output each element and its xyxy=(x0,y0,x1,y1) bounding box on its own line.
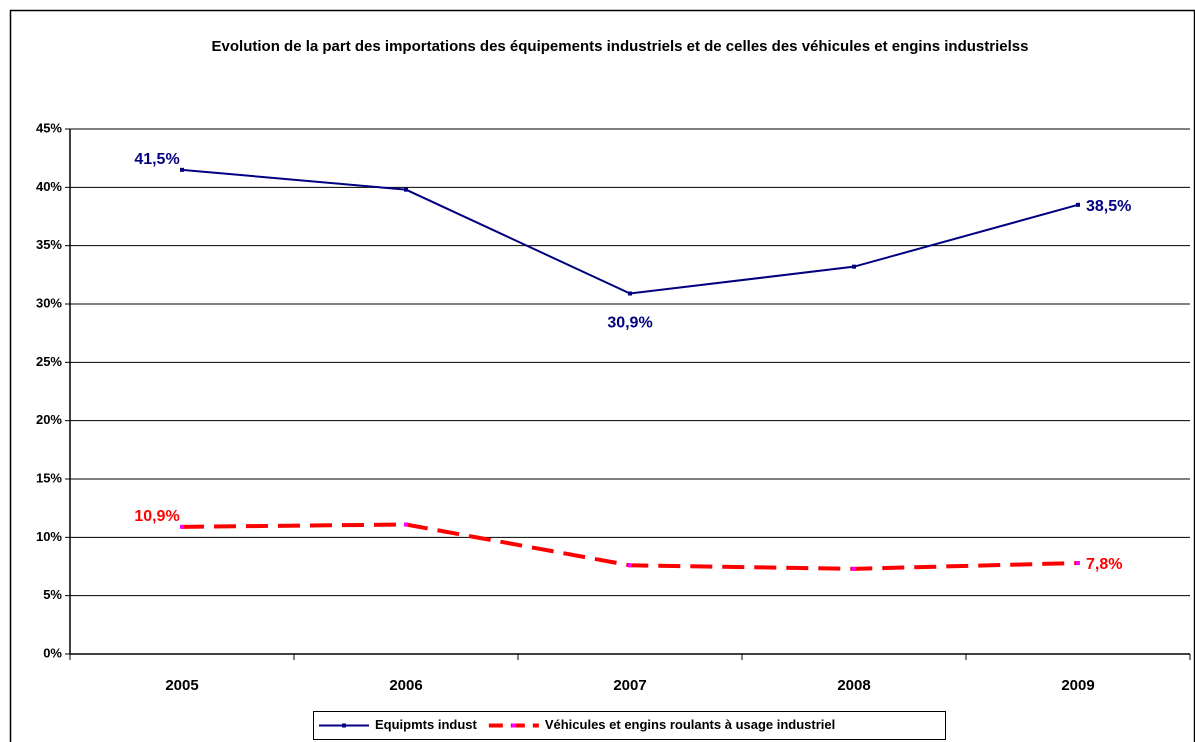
point-marker xyxy=(180,167,184,172)
point-marker xyxy=(1076,202,1080,207)
point-marker xyxy=(404,187,408,192)
y-tick-label: 15% xyxy=(36,470,62,485)
y-tick-label: 0% xyxy=(43,645,62,660)
point-marker xyxy=(628,563,632,568)
legend-label: Equipmts indust xyxy=(375,717,478,732)
point-marker xyxy=(628,291,632,296)
y-tick-label: 20% xyxy=(36,412,62,427)
legend-box xyxy=(313,711,946,740)
legend-marker xyxy=(511,723,516,728)
y-tick-label: 10% xyxy=(36,529,62,544)
data-label: 7,8% xyxy=(1086,556,1122,573)
point-marker xyxy=(1076,561,1080,565)
chart-title: Evolution de la part des importations de… xyxy=(211,38,1029,55)
point-marker xyxy=(852,566,856,571)
y-tick-label: 40% xyxy=(36,179,62,194)
y-tick-label: 5% xyxy=(43,587,62,602)
y-tick-label: 35% xyxy=(36,237,62,252)
data-label: 10,9% xyxy=(134,508,179,525)
y-tick-label: 45% xyxy=(36,120,62,135)
x-tick-label: 2006 xyxy=(389,677,422,694)
data-label: 30,9% xyxy=(607,315,652,332)
x-tick-label: 2008 xyxy=(837,677,870,694)
chart-frame xyxy=(9,9,1195,742)
data-label: 41,5% xyxy=(134,151,179,168)
series-line xyxy=(181,522,1079,571)
x-tick-label: 2005 xyxy=(165,677,198,694)
x-tick-label: 2007 xyxy=(613,677,646,694)
series-line xyxy=(181,168,1079,295)
data-label: 38,5% xyxy=(1086,198,1131,215)
y-tick-label: 30% xyxy=(36,295,62,310)
point-marker xyxy=(180,524,184,529)
point-marker xyxy=(404,522,408,527)
y-tick-label: 25% xyxy=(36,354,62,369)
x-tick-label: 2009 xyxy=(1061,677,1094,694)
legend-label: Véhicules et engins roulants à usage ind… xyxy=(545,717,835,732)
legend-marker xyxy=(342,723,346,728)
point-marker xyxy=(852,264,856,269)
